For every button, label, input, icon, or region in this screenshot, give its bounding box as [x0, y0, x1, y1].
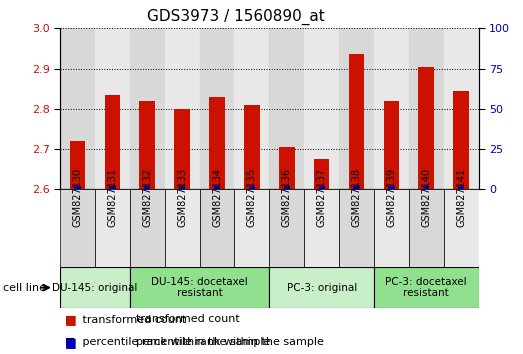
Bar — [200, 28, 234, 189]
Text: GSM827138: GSM827138 — [351, 168, 361, 227]
Bar — [453, 91, 469, 189]
Bar — [214, 186, 220, 189]
Bar — [140, 101, 155, 189]
Bar — [269, 189, 304, 267]
Text: GSM827134: GSM827134 — [212, 168, 222, 227]
Bar — [304, 28, 339, 189]
Bar — [304, 189, 339, 267]
Bar — [234, 28, 269, 189]
Text: DU-145: original: DU-145: original — [52, 282, 138, 293]
Text: GDS3973 / 1560890_at: GDS3973 / 1560890_at — [147, 8, 325, 25]
Bar — [279, 147, 294, 189]
Bar — [269, 28, 304, 189]
Bar — [130, 28, 165, 189]
Bar — [319, 186, 325, 189]
Bar — [314, 159, 329, 189]
Text: GSM827130: GSM827130 — [73, 168, 83, 227]
Bar — [388, 186, 394, 189]
Bar — [105, 95, 120, 189]
Text: cell line: cell line — [3, 282, 46, 293]
Bar — [409, 189, 444, 267]
Bar — [130, 267, 269, 308]
Text: GSM827131: GSM827131 — [107, 168, 118, 227]
Bar — [60, 267, 130, 308]
Bar — [339, 28, 374, 189]
Bar — [374, 267, 479, 308]
Bar — [174, 109, 190, 189]
Text: ■  percentile rank within the sample: ■ percentile rank within the sample — [65, 337, 271, 348]
Text: percentile rank within the sample: percentile rank within the sample — [136, 337, 324, 348]
Bar — [339, 189, 374, 267]
Bar — [409, 28, 444, 189]
Text: transformed count: transformed count — [136, 314, 240, 325]
Bar — [249, 186, 255, 189]
Bar — [244, 105, 260, 189]
Bar — [349, 55, 365, 189]
Bar — [60, 28, 95, 189]
Bar — [109, 186, 116, 189]
Bar — [234, 189, 269, 267]
Text: PC-3: docetaxel
resistant: PC-3: docetaxel resistant — [385, 277, 467, 298]
Text: ■  transformed count: ■ transformed count — [65, 314, 187, 325]
Bar — [374, 28, 409, 189]
Bar — [383, 101, 399, 189]
Bar — [70, 141, 85, 189]
Bar — [209, 97, 225, 189]
Text: GSM827133: GSM827133 — [177, 168, 187, 227]
Bar — [444, 28, 479, 189]
Bar — [165, 28, 200, 189]
Bar — [144, 186, 151, 189]
Text: PC-3: original: PC-3: original — [287, 282, 357, 293]
Bar — [95, 189, 130, 267]
Text: GSM827135: GSM827135 — [247, 167, 257, 227]
Bar — [130, 189, 165, 267]
Text: GSM827140: GSM827140 — [421, 168, 431, 227]
Bar — [165, 189, 200, 267]
Bar — [200, 189, 234, 267]
Bar — [60, 189, 95, 267]
Bar — [444, 189, 479, 267]
Bar — [74, 186, 81, 189]
Text: DU-145: docetaxel
resistant: DU-145: docetaxel resistant — [151, 277, 248, 298]
Text: ■: ■ — [65, 336, 77, 349]
Bar — [418, 67, 434, 189]
Text: GSM827141: GSM827141 — [456, 168, 466, 227]
Bar — [458, 186, 464, 189]
Text: ■: ■ — [65, 313, 77, 326]
Text: GSM827136: GSM827136 — [282, 168, 292, 227]
Bar — [374, 189, 409, 267]
Bar — [354, 186, 360, 189]
Text: GSM827139: GSM827139 — [386, 168, 396, 227]
Text: GSM827132: GSM827132 — [142, 167, 152, 227]
Bar — [269, 267, 374, 308]
Bar — [95, 28, 130, 189]
Bar — [423, 186, 429, 189]
Bar — [179, 186, 185, 189]
Text: GSM827137: GSM827137 — [316, 167, 327, 227]
Bar — [283, 186, 290, 189]
